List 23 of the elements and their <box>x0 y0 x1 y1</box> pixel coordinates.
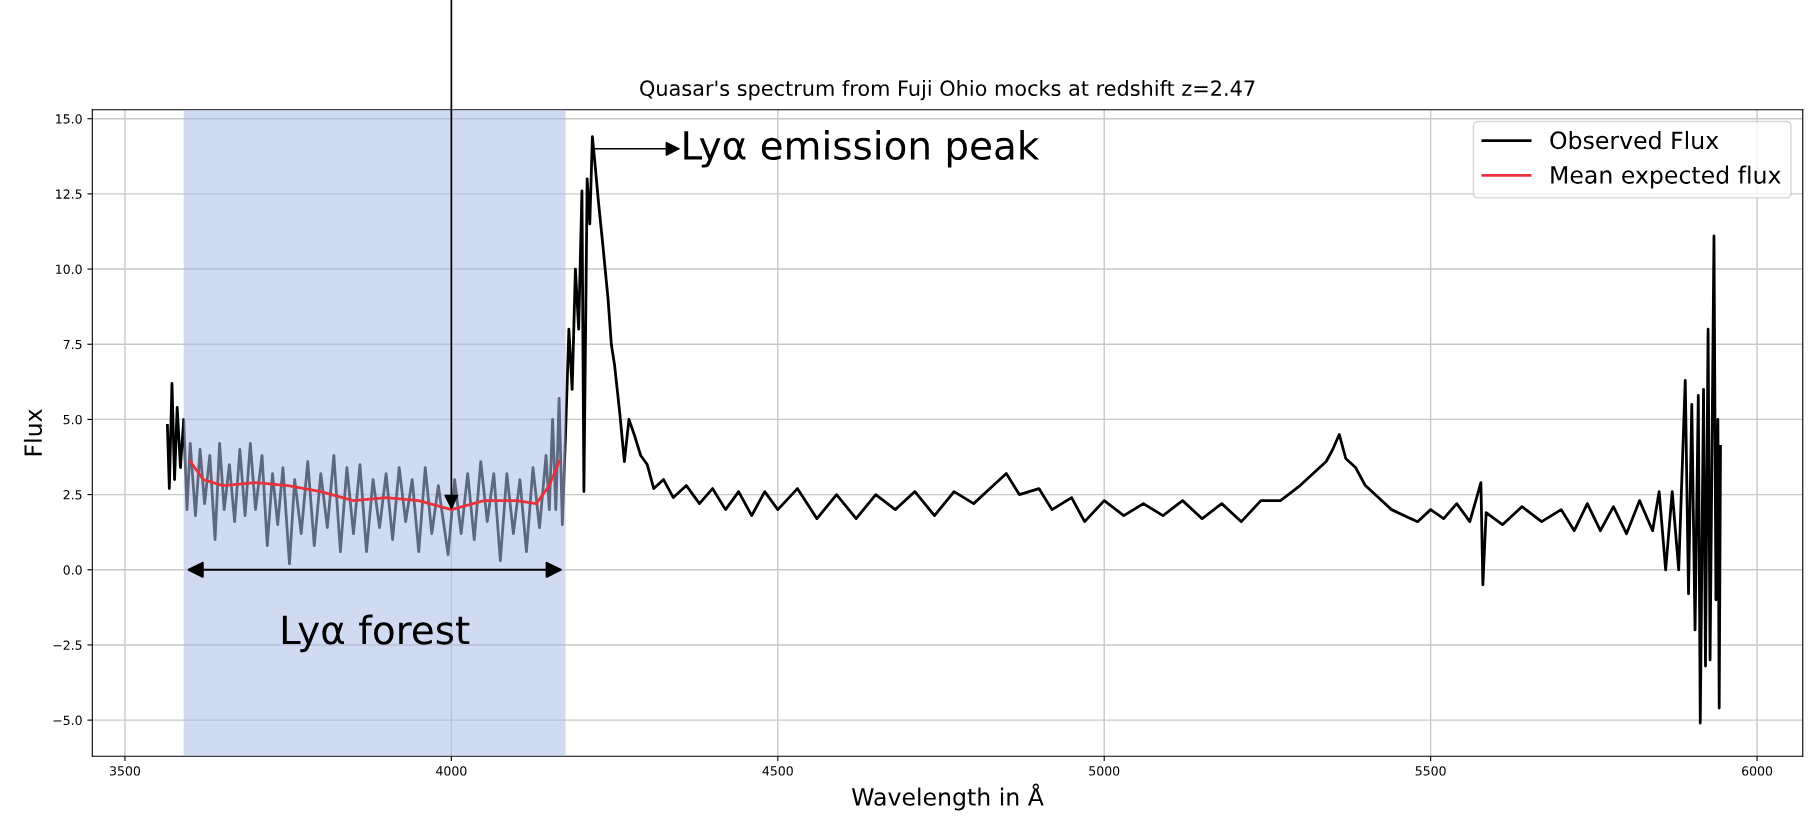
x-axis-title: Wavelength in Å <box>851 783 1044 811</box>
x-tick-label: 3500 <box>110 766 141 776</box>
line-series <box>188 460 561 512</box>
y-tick-label: 7.5 <box>63 339 82 350</box>
y-tick-label: 0.0 <box>63 565 82 575</box>
y-tick-label: 5.0 <box>63 414 82 425</box>
x-tick-label: 5500 <box>1415 766 1446 776</box>
legend-label: Mean expected flux <box>1551 165 1781 189</box>
y-tick-label: 15.0 <box>56 114 82 124</box>
legend-label: Observed Flux <box>1550 130 1719 150</box>
y-tick-label: 10.0 <box>56 264 82 274</box>
y-tick-label: 2.5 <box>63 490 82 500</box>
y-axis-title: Flux <box>23 409 43 456</box>
chart-title: Quasar's spectrum from Fuji Ohio mocks at redshift z=2.47 <box>640 79 1255 101</box>
x-tick-label: 4000 <box>436 766 467 776</box>
y-tick-label: −2.5 <box>53 640 82 650</box>
x-tick-label: 5000 <box>1089 766 1120 776</box>
y-tick-label: 12.5 <box>56 189 82 199</box>
x-tick-label: 6000 <box>1742 766 1773 776</box>
annotation: Lyα emission peak <box>684 129 1040 168</box>
band-label: Lyα forest <box>282 614 470 653</box>
y-tick-label: −5.0 <box>53 715 82 726</box>
x-tick-label: 4500 <box>762 766 793 776</box>
